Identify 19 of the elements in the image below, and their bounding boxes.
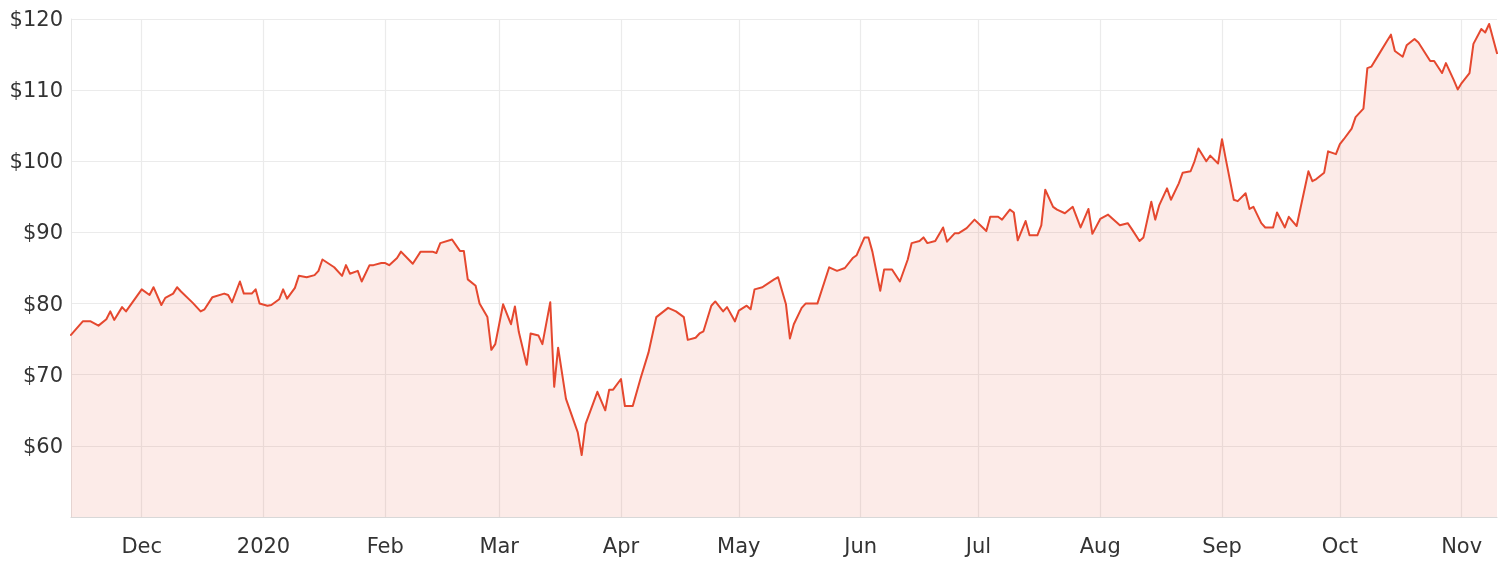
x-tick-label: May	[717, 533, 761, 558]
x-tick-label: Aug	[1079, 533, 1121, 558]
x-tick-label: Mar	[479, 533, 520, 558]
y-tick-label: $60	[22, 433, 63, 458]
y-tick-label: $110	[9, 78, 63, 103]
x-tick-label: Sep	[1202, 533, 1242, 558]
y-tick-label: $70	[22, 362, 63, 387]
x-tick-label: Jun	[842, 533, 878, 558]
y-tick-label: $90	[22, 220, 63, 245]
y-tick-label: $80	[22, 291, 63, 316]
y-tick-label: $120	[9, 7, 63, 31]
x-tick-label: Dec	[121, 533, 163, 558]
x-tick-label: Apr	[602, 533, 640, 558]
x-tick-label: Jul	[963, 533, 992, 558]
x-tick-label: 2020	[236, 533, 291, 558]
y-tick-label: $100	[9, 149, 63, 174]
x-tick-label: Nov	[1441, 533, 1483, 558]
x-tick-label: Feb	[366, 533, 404, 558]
x-tick-label: Oct	[1321, 533, 1359, 558]
